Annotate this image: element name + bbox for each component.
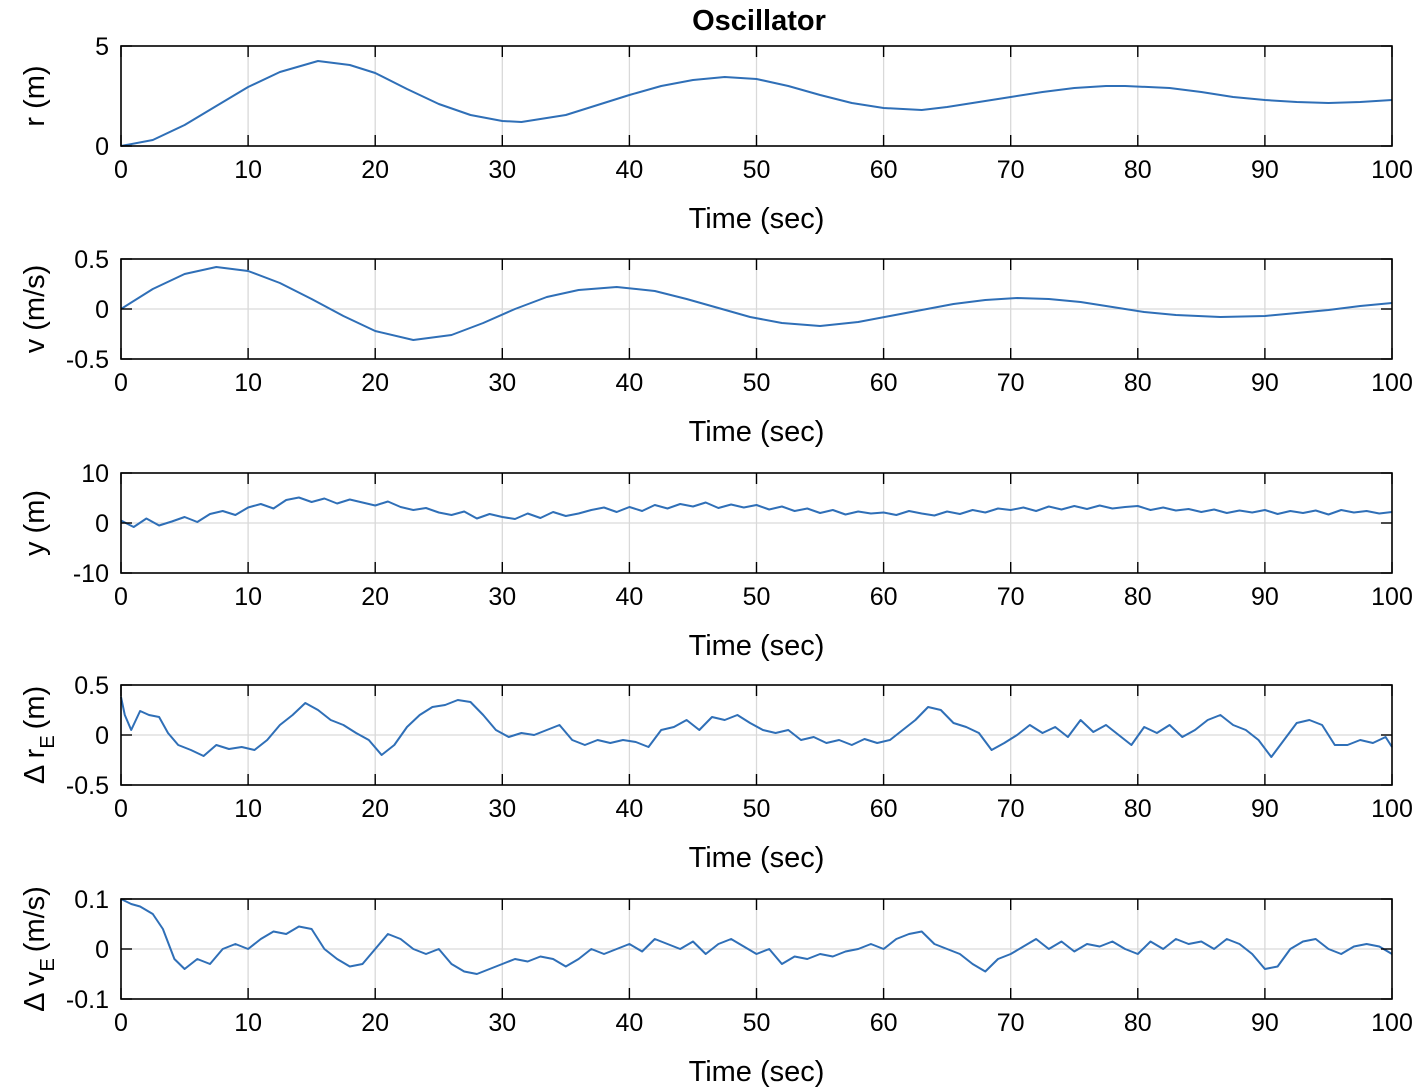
y-tick-label: -0.5: [66, 346, 109, 374]
y-axis-label: y (m): [19, 490, 51, 556]
x-axis-label: Time (sec): [689, 842, 825, 874]
x-tick-label: 50: [743, 369, 771, 397]
x-tick-label: 30: [488, 156, 516, 184]
x-tick-label: 30: [488, 795, 516, 823]
x-axis-label: Time (sec): [689, 630, 825, 662]
x-tick-label: 60: [870, 156, 898, 184]
series-line-v: [120, 266, 1393, 341]
x-tick-label: 50: [743, 1009, 771, 1037]
x-tick-label: 60: [870, 795, 898, 823]
y-tick-label: 0: [95, 133, 109, 161]
x-tick-label: 30: [488, 1009, 516, 1037]
x-tick-label: 80: [1124, 369, 1152, 397]
x-tick-label: 50: [743, 583, 771, 611]
x-tick-label: 80: [1124, 583, 1152, 611]
x-tick-label: 20: [361, 156, 389, 184]
x-tick-label: 70: [997, 156, 1025, 184]
x-tick-label: 0: [114, 369, 128, 397]
x-tick-label: 80: [1124, 1009, 1152, 1037]
x-tick-label: 70: [997, 1009, 1025, 1037]
x-tick-label: 0: [114, 1009, 128, 1037]
figure-title: Oscillator: [692, 5, 826, 37]
y-tick-label: 10: [81, 460, 109, 488]
x-tick-label: 90: [1251, 156, 1279, 184]
y-tick-label: 0: [95, 510, 109, 538]
x-tick-label: 100: [1371, 369, 1413, 397]
y-axis-label-subscript: E: [37, 958, 59, 971]
y-tick-label: -0.5: [66, 772, 109, 800]
y-tick-label: -10: [73, 560, 109, 588]
y-axis-label: Δ rE (m): [19, 686, 59, 784]
x-tick-label: 20: [361, 795, 389, 823]
series-line-dr: [120, 696, 1393, 758]
x-tick-label: 70: [997, 369, 1025, 397]
x-tick-label: 50: [743, 795, 771, 823]
x-axis-label: Time (sec): [689, 203, 825, 235]
panel-r: 0 10 20 30 40 50 60 70 80 90 100 0 5 Time (sec) r (m): [19, 33, 1413, 235]
x-tick-label: 20: [361, 369, 389, 397]
y-tick-label: 5: [95, 33, 109, 61]
y-tick-label: 0: [95, 722, 109, 750]
x-tick-label: 80: [1124, 795, 1152, 823]
x-tick-label: 10: [234, 583, 262, 611]
y-tick-label: 0.5: [74, 672, 109, 700]
x-tick-label: 100: [1371, 583, 1413, 611]
y-axis-label: Δ vE (m/s): [19, 886, 59, 1012]
x-tick-label: 30: [488, 583, 516, 611]
y-tick-label: 0.5: [74, 246, 109, 274]
x-tick-label: 50: [743, 156, 771, 184]
x-tick-label: 0: [114, 583, 128, 611]
x-tick-label: 40: [615, 156, 643, 184]
x-tick-label: 30: [488, 369, 516, 397]
x-tick-label: 90: [1251, 369, 1279, 397]
y-axis-label: r (m): [19, 65, 51, 126]
x-tick-label: 90: [1251, 795, 1279, 823]
x-tick-label: 100: [1371, 156, 1413, 184]
y-axis-label-main: Δ r: [19, 748, 51, 784]
x-tick-label: 0: [114, 156, 128, 184]
x-tick-label: 10: [234, 156, 262, 184]
x-tick-label: 90: [1251, 583, 1279, 611]
x-axis-label: Time (sec): [689, 1056, 825, 1088]
x-tick-label: 10: [234, 795, 262, 823]
x-tick-label: 70: [997, 583, 1025, 611]
x-tick-label: 40: [615, 795, 643, 823]
x-tick-label: 40: [615, 1009, 643, 1037]
y-axis-label-unit: (m/s): [19, 886, 51, 952]
x-tick-label: 10: [234, 369, 262, 397]
x-axis-label: Time (sec): [689, 416, 825, 448]
y-tick-label: 0: [95, 936, 109, 964]
y-axis-label-subscript: E: [37, 735, 59, 748]
y-tick-label: -0.1: [66, 986, 109, 1014]
x-tick-label: 60: [870, 583, 898, 611]
x-tick-label: 100: [1371, 795, 1413, 823]
x-tick-label: 40: [615, 583, 643, 611]
x-tick-label: 20: [361, 1009, 389, 1037]
series-line-r: [120, 60, 1393, 147]
x-tick-label: 70: [997, 795, 1025, 823]
y-axis-label-main: Δ v: [19, 971, 51, 1012]
x-tick-label: 0: [114, 795, 128, 823]
y-tick-label: 0.1: [74, 886, 109, 914]
x-tick-label: 60: [870, 369, 898, 397]
x-tick-label: 20: [361, 583, 389, 611]
series-line-dv: [120, 898, 1393, 975]
x-tick-label: 80: [1124, 156, 1152, 184]
y-tick-label: 0: [95, 296, 109, 324]
x-tick-label: 10: [234, 1009, 262, 1037]
y-axis-label-unit: (m): [19, 686, 51, 729]
series-line-y: [120, 496, 1393, 528]
x-tick-label: 90: [1251, 1009, 1279, 1037]
x-tick-label: 60: [870, 1009, 898, 1037]
x-tick-label: 40: [615, 369, 643, 397]
y-axis-label: v (m/s): [19, 265, 51, 354]
x-tick-label: 100: [1371, 1009, 1413, 1037]
